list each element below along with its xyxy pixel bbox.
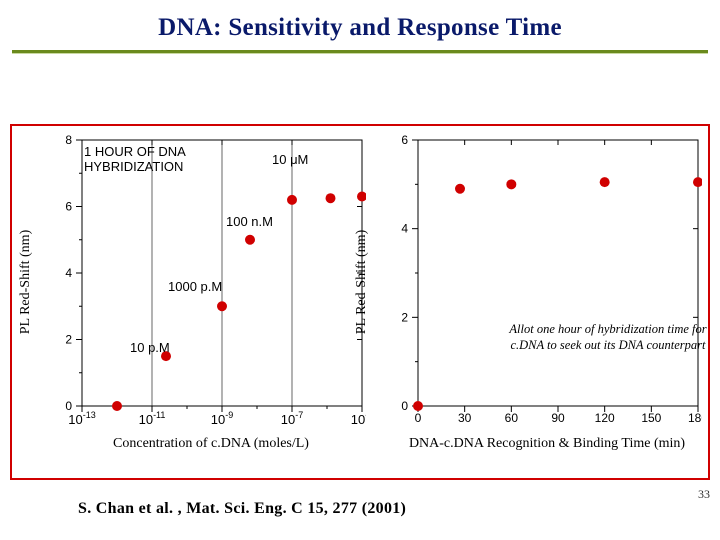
left-chart-svg: 0 2 4 6 8 10-13 10-11 10-9 10-7 10-5 1 HOUR OF DNA… bbox=[46, 132, 366, 432]
svg-text:10-9: 10-9 bbox=[211, 410, 233, 427]
svg-text:30: 30 bbox=[458, 411, 472, 425]
left-ylabel: PL Red-Shift (nm) bbox=[18, 230, 34, 334]
svg-text:10-7: 10-7 bbox=[281, 410, 303, 427]
slide-title: DNA: Sensitivity and Response Time bbox=[0, 0, 720, 42]
svg-text:10-13: 10-13 bbox=[68, 410, 95, 427]
svg-text:10 p.M: 10 p.M bbox=[130, 340, 170, 355]
right-chart: PL Red-Shift (nm) 02460306090120150180 bbox=[382, 132, 702, 432]
right-chart-svg: 02460306090120150180 bbox=[382, 132, 702, 432]
left-chart: PL Red-Shift (nm) 0246810-1310-1110-910-… bbox=[46, 132, 366, 432]
page-number: 33 bbox=[698, 487, 710, 502]
svg-text:1 HOUR OF DNA: 1 HOUR OF DNA bbox=[84, 144, 186, 159]
svg-text:10-11: 10-11 bbox=[139, 410, 166, 427]
svg-text:4: 4 bbox=[65, 266, 72, 280]
charts-panel: PL Red-Shift (nm) 0 2 4 6 8 10-13 10-11 10-9 10-… bbox=[10, 124, 710, 480]
svg-text:6: 6 bbox=[65, 200, 72, 214]
svg-text:4: 4 bbox=[401, 222, 408, 236]
svg-text:10 μM: 10 μM bbox=[272, 152, 308, 167]
right-caption: Allot one hour of hybridization time for… bbox=[500, 322, 716, 353]
svg-text:2: 2 bbox=[65, 333, 72, 347]
svg-text:6: 6 bbox=[401, 133, 408, 147]
svg-text:180: 180 bbox=[688, 411, 702, 425]
left-xlabel: Concentration of c.DNA (moles/L) bbox=[66, 436, 356, 452]
svg-text:100 n.M: 100 n.M bbox=[226, 214, 273, 229]
svg-text:8: 8 bbox=[65, 133, 72, 147]
svg-text:2: 2 bbox=[401, 310, 408, 324]
svg-text:HYBRIDIZATION: HYBRIDIZATION bbox=[84, 159, 183, 174]
svg-text:1000 p.M: 1000 p.M bbox=[168, 279, 222, 294]
citation-text: S. Chan et al. , Mat. Sci. Eng. C 15, 27… bbox=[78, 500, 406, 518]
svg-text:10-5: 10-5 bbox=[351, 410, 366, 427]
right-xlabel: DNA-c.DNA Recognition & Binding Time (mi… bbox=[382, 436, 712, 452]
svg-text:0: 0 bbox=[65, 399, 72, 413]
svg-text:0: 0 bbox=[401, 399, 408, 413]
title-thinline bbox=[12, 53, 708, 54]
svg-text:150: 150 bbox=[641, 411, 661, 425]
svg-text:120: 120 bbox=[595, 411, 615, 425]
right-ylabel: PL Red-Shift (nm) bbox=[354, 230, 370, 334]
svg-text:60: 60 bbox=[505, 411, 519, 425]
svg-text:90: 90 bbox=[551, 411, 565, 425]
svg-text:0: 0 bbox=[415, 411, 422, 425]
